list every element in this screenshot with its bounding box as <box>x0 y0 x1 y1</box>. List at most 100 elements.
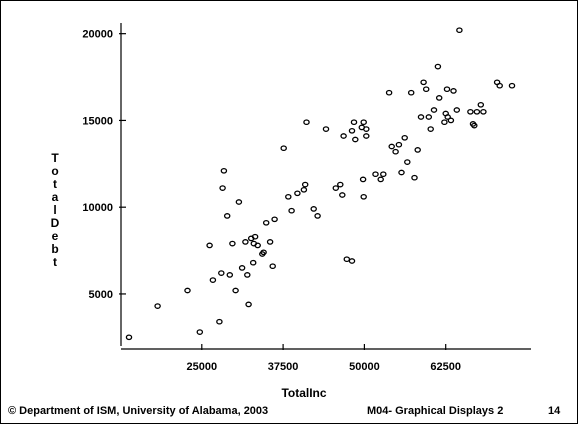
data-point <box>242 239 249 245</box>
data-point <box>427 126 434 132</box>
data-point <box>216 318 223 325</box>
data-point <box>310 206 317 212</box>
data-point <box>269 263 276 270</box>
data-point <box>229 240 236 247</box>
data-point <box>254 242 261 249</box>
y-tick-label: 5000 <box>89 289 113 301</box>
data-points <box>125 27 516 341</box>
data-point <box>125 334 133 341</box>
data-point <box>301 181 309 188</box>
data-point <box>407 89 415 96</box>
data-point <box>414 147 421 153</box>
data-point <box>352 136 359 143</box>
x-axis-ticks: 25000 37500 50000 62500 <box>186 344 461 373</box>
y-axis-label-char: T <box>51 151 59 165</box>
data-point <box>401 134 408 141</box>
data-point <box>235 199 243 205</box>
data-point <box>238 265 246 271</box>
y-tick-label: 15000 <box>82 115 113 127</box>
data-point <box>398 169 405 176</box>
data-point <box>430 107 438 113</box>
data-point <box>154 303 161 309</box>
data-point <box>209 277 217 283</box>
data-point <box>417 114 425 120</box>
data-point <box>226 272 234 278</box>
data-point <box>450 88 457 94</box>
data-point <box>422 86 430 93</box>
data-point <box>480 108 487 115</box>
x-tick-label: 25000 <box>186 361 217 373</box>
data-point <box>377 176 384 183</box>
data-point <box>496 82 503 89</box>
data-point <box>453 107 461 113</box>
data-point <box>467 108 474 115</box>
data-point <box>444 114 451 120</box>
data-point <box>441 119 448 126</box>
data-point <box>363 126 370 132</box>
data-point <box>251 233 259 240</box>
data-point <box>471 122 478 129</box>
data-point <box>206 242 213 249</box>
data-point <box>434 63 442 70</box>
data-point <box>218 270 225 276</box>
y-axis-label-char: a <box>52 190 59 204</box>
data-point <box>404 159 411 165</box>
data-point <box>343 256 351 263</box>
data-point <box>411 174 418 181</box>
data-point <box>340 133 347 139</box>
data-point <box>232 287 239 294</box>
data-point <box>300 186 308 193</box>
data-point <box>339 192 346 198</box>
data-point <box>350 119 358 126</box>
data-point <box>262 219 270 226</box>
data-point <box>456 27 463 34</box>
data-point <box>435 95 443 101</box>
x-tick-label: 62500 <box>430 361 461 373</box>
data-point <box>271 216 278 223</box>
y-axis-label-char: t <box>53 255 57 269</box>
data-point <box>425 114 433 120</box>
data-point <box>348 127 356 134</box>
x-tick-label: 37500 <box>268 361 299 373</box>
data-point <box>314 213 321 219</box>
x-tick-label: 50000 <box>349 361 380 373</box>
y-axis-label-char: b <box>51 242 58 256</box>
data-point <box>372 171 379 178</box>
scatter-chart: 5000 10000 15000 20000 25000 37500 50000 62500… <box>51 23 531 400</box>
data-point <box>244 272 251 278</box>
data-point <box>223 213 231 219</box>
data-point <box>288 207 295 214</box>
y-tick-label: 10000 <box>82 202 113 214</box>
data-point <box>363 133 370 139</box>
data-point <box>303 119 310 126</box>
data-point <box>220 167 228 174</box>
data-point <box>380 171 387 178</box>
data-point <box>332 185 340 191</box>
data-point <box>245 301 252 308</box>
y-axis-ticks: 5000 10000 15000 20000 <box>82 29 126 301</box>
data-point <box>280 145 287 152</box>
y-axis-label-char: o <box>51 164 58 178</box>
footer-course-title: M04- Graphical Displays 2 <box>367 405 504 417</box>
data-point <box>285 193 292 200</box>
data-point <box>473 108 481 115</box>
y-axis-label-char: t <box>53 177 57 191</box>
data-point <box>359 176 367 183</box>
data-point <box>388 143 395 150</box>
data-point <box>443 86 451 93</box>
x-axis-label: TotalInc <box>281 386 326 400</box>
y-axis-label-char: l <box>53 203 56 217</box>
data-point <box>360 119 367 126</box>
data-point <box>447 117 455 124</box>
data-point <box>196 329 204 335</box>
data-point <box>360 193 367 200</box>
data-point <box>322 126 330 132</box>
data-point <box>294 190 301 197</box>
data-point <box>337 181 344 188</box>
data-point <box>385 89 393 96</box>
data-point <box>348 258 356 264</box>
data-point <box>392 148 399 155</box>
y-tick-label: 20000 <box>82 29 113 41</box>
data-point <box>420 79 427 86</box>
